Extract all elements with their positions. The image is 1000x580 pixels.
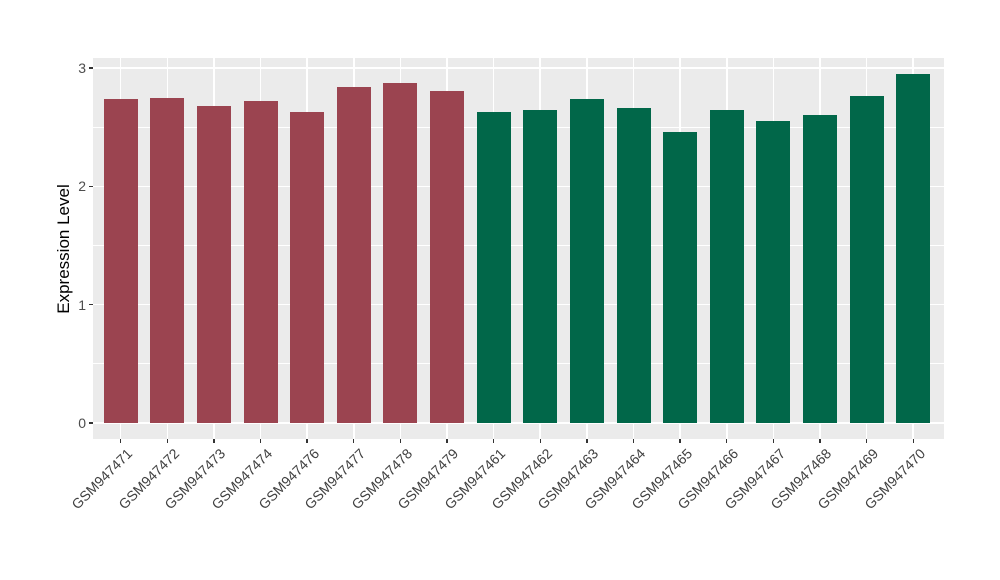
x-tick-mark: [865, 439, 868, 443]
x-tick-mark: [586, 439, 588, 443]
x-tick-mark: [632, 439, 635, 443]
bar-GSM947465: [663, 131, 698, 423]
bar-GSM947473: [196, 105, 231, 423]
bar-GSM947474: [243, 101, 278, 423]
gridline-major: [93, 185, 944, 188]
y-tick-label: 0: [78, 415, 86, 431]
bar-GSM947469: [849, 96, 884, 423]
x-tick-mark: [772, 439, 775, 443]
plot-panel: [93, 58, 944, 439]
bar-GSM947478: [383, 83, 418, 423]
x-tick-mark: [306, 439, 308, 443]
x-tick-mark: [492, 439, 495, 443]
gridline-minor: [93, 245, 944, 247]
y-tick-mark: [89, 422, 93, 424]
x-tick-mark: [912, 439, 914, 443]
bar-GSM947472: [150, 97, 185, 423]
gridline-major: [93, 422, 944, 424]
bar-GSM947471: [103, 98, 138, 423]
bar-GSM947466: [709, 109, 744, 423]
bar-GSM947462: [523, 109, 558, 423]
y-tick-label: 2: [78, 178, 86, 195]
y-tick-label: 1: [78, 296, 86, 313]
x-tick-mark: [726, 439, 728, 443]
x-tick-mark: [120, 439, 122, 443]
y-axis-title: Expression Level: [54, 183, 73, 314]
x-tick-mark: [399, 439, 402, 443]
bar-GSM947479: [430, 90, 465, 423]
bar-GSM947477: [336, 87, 371, 423]
x-tick-mark: [539, 439, 541, 443]
bar-GSM947464: [616, 108, 651, 423]
x-tick-mark: [679, 439, 681, 443]
gridline-minor: [93, 126, 944, 128]
gridline-minor: [93, 363, 944, 365]
y-tick-label: 3: [78, 60, 86, 77]
x-tick-mark: [213, 439, 215, 443]
gridline-major: [93, 303, 944, 306]
bar-GSM947468: [803, 115, 837, 423]
y-tick-mark: [89, 304, 93, 306]
x-tick-mark: [166, 439, 168, 443]
bar-GSM947467: [756, 121, 791, 423]
y-tick-mark: [89, 67, 93, 69]
x-tick-mark: [259, 439, 262, 443]
bar-GSM947470: [896, 74, 931, 423]
x-tick-mark: [819, 439, 821, 443]
x-tick-mark: [446, 439, 448, 443]
bar-GSM947476: [290, 111, 325, 423]
x-tick-mark: [353, 439, 355, 443]
bar-GSM947461: [476, 111, 511, 423]
gridline-major: [93, 67, 944, 69]
bar-GSM947463: [569, 98, 604, 423]
y-tick-mark: [89, 185, 93, 188]
